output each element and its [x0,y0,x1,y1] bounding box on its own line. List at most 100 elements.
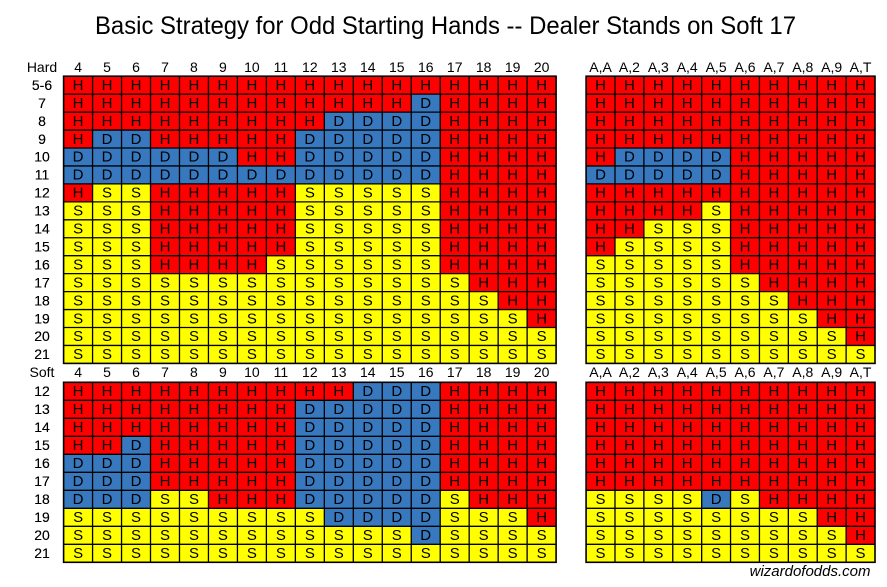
svg-text:S: S [682,292,692,309]
svg-text:S: S [189,310,199,327]
svg-text:S: S [247,527,257,544]
svg-text:17: 17 [34,274,50,290]
svg-text:S: S [798,346,808,363]
svg-text:S: S [827,527,837,544]
svg-text:D: D [653,149,664,166]
svg-text:12: 12 [34,383,50,399]
svg-text:6: 6 [132,59,140,75]
svg-text:H: H [855,221,866,238]
svg-text:S: S [798,328,808,345]
svg-text:17: 17 [447,364,463,380]
svg-text:D: D [391,437,402,454]
svg-text:S: S [537,346,547,363]
svg-text:16: 16 [34,455,50,471]
svg-text:H: H [449,401,460,418]
svg-text:S: S [305,274,315,291]
svg-text:A,7: A,7 [763,364,784,380]
svg-text:H: H [304,113,315,130]
svg-text:H: H [478,185,489,202]
svg-text:S: S [102,310,112,327]
svg-text:S: S [363,221,373,238]
svg-text:S: S [653,292,663,309]
svg-text:H: H [595,401,606,418]
svg-text:H: H [507,113,518,130]
svg-text:S: S [363,292,373,309]
svg-text:H: H [160,131,171,148]
svg-text:H: H [246,113,257,130]
svg-text:H: H [507,167,518,184]
svg-text:H: H [218,383,229,400]
svg-text:D: D [304,131,315,148]
svg-text:H: H [507,419,518,436]
svg-text:H: H [740,131,751,148]
svg-text:S: S [769,292,779,309]
svg-text:S: S [334,310,344,327]
svg-text:S: S [798,310,808,327]
svg-text:S: S [276,509,286,526]
svg-text:D: D [73,149,84,166]
svg-text:S: S [798,509,808,526]
svg-text:D: D [73,473,84,490]
svg-text:S: S [653,238,663,255]
svg-text:H: H [826,473,837,490]
svg-text:H: H [160,455,171,472]
svg-text:16: 16 [418,59,434,75]
svg-text:H: H [102,113,113,130]
svg-text:H: H [189,131,200,148]
svg-text:H: H [478,238,489,255]
svg-text:S: S [450,545,460,562]
svg-text:19: 19 [34,310,50,326]
svg-text:S: S [189,527,199,544]
svg-text:D: D [420,491,431,508]
svg-text:S: S [537,545,547,562]
svg-text:H: H [740,95,751,112]
svg-text:S: S [218,527,228,544]
svg-text:H: H [73,383,84,400]
svg-text:H: H [507,131,518,148]
svg-text:S: S [653,491,663,508]
svg-text:H: H [595,149,606,166]
svg-text:H: H [218,455,229,472]
svg-text:H: H [478,274,489,291]
svg-text:S: S [682,328,692,345]
svg-text:16: 16 [34,455,50,471]
svg-text:H: H [624,95,635,112]
svg-text:D: D [362,383,373,400]
svg-text:S: S [334,203,344,220]
svg-text:H: H [333,383,344,400]
svg-text:D: D [391,455,402,472]
svg-text:H: H [595,95,606,112]
svg-text:H: H [768,274,779,291]
svg-text:H: H [275,238,286,255]
svg-text:H: H [826,95,837,112]
svg-text:H: H [246,149,257,166]
svg-text:S: S [218,509,228,526]
svg-text:11: 11 [35,167,50,183]
svg-text:D: D [420,473,431,490]
svg-text:H: H [536,383,547,400]
svg-text:H: H [160,203,171,220]
svg-text:S: S [479,509,489,526]
svg-text:H: H [536,77,547,94]
svg-text:S: S [276,310,286,327]
svg-text:16: 16 [34,256,50,272]
svg-text:S: S [740,491,750,508]
svg-text:D: D [73,491,84,508]
svg-text:10: 10 [244,364,260,380]
svg-text:H: H [275,473,286,490]
svg-text:S: S [305,509,315,526]
svg-text:A,T: A,T [850,364,872,380]
svg-text:H: H [246,95,257,112]
svg-text:S: S [798,527,808,544]
svg-text:D: D [362,401,373,418]
svg-text:7: 7 [161,364,169,380]
svg-text:13: 13 [331,364,347,380]
svg-text:S: S [102,292,112,309]
svg-text:D: D [333,167,344,184]
svg-text:H: H [855,185,866,202]
svg-text:D: D [102,491,113,508]
svg-text:S: S [73,527,83,544]
svg-text:S: S [421,328,431,345]
svg-text:H: H [449,131,460,148]
svg-text:D: D [362,149,373,166]
